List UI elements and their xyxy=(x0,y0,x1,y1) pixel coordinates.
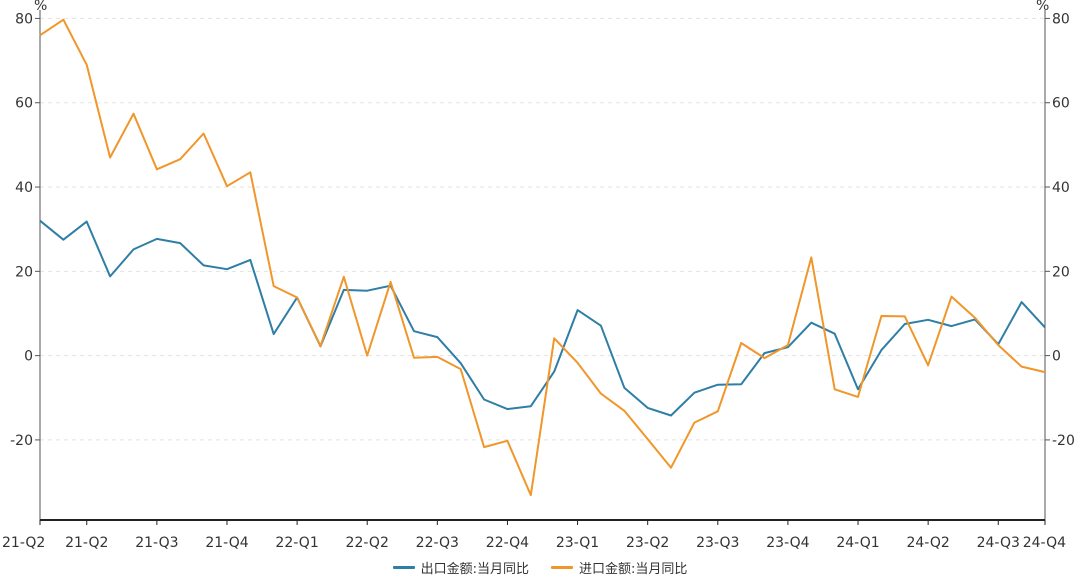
x-tick-label: 24-Q4 xyxy=(1023,535,1066,551)
y-tick-label-right: 20 xyxy=(1052,264,1070,280)
x-tick-label: 21-Q4 xyxy=(205,535,248,551)
legend-swatch-import xyxy=(551,566,573,569)
x-tick-label: 22-Q4 xyxy=(486,535,529,551)
legend-label-import: 进口金额:当月同比 xyxy=(579,562,688,577)
y-unit-label-right: % xyxy=(1036,0,1049,14)
x-tick-label: 22-Q1 xyxy=(275,535,318,551)
x-tick-label: 23-Q1 xyxy=(556,535,599,551)
x-tick-label: 22-Q2 xyxy=(346,535,389,551)
x-tick-label: 21-Q2 xyxy=(2,535,45,551)
legend-label-export: 出口金额:当月同比 xyxy=(420,562,529,577)
y-tick-label-right: 40 xyxy=(1052,180,1070,196)
y-tick-label-right: -20 xyxy=(1052,433,1075,449)
x-tick-label: 22-Q3 xyxy=(416,535,459,551)
axes: -20 -20 0 0 20 20 40 40 60 60 80 80% % 21-Q2 21-Q2 21-Q… xyxy=(2,0,1075,551)
y-tick-label-left: 20 xyxy=(15,264,33,280)
series-line-import xyxy=(39,18,1046,497)
legend-item-import[interactable]: 进口金额:当月同比 xyxy=(551,558,687,577)
y-tick-label-left: 0 xyxy=(24,349,33,365)
x-tick-label: 23-Q3 xyxy=(696,535,739,551)
x-tick-label: 23-Q2 xyxy=(626,535,669,551)
series-lines xyxy=(39,18,1046,497)
line-chart-svg: -20 -20 0 0 20 20 40 40 60 60 80 80% % 21-Q2 21-Q2 21-Q… xyxy=(2,0,1075,551)
x-tick-label: 21-Q2 xyxy=(65,535,108,551)
x-tick-label: 24-Q2 xyxy=(906,535,949,551)
gridlines xyxy=(40,17,1045,441)
legend: 出口金额:当月同比 进口金额:当月同比 xyxy=(0,558,1080,577)
series-line-export xyxy=(39,219,1046,417)
y-tick-label-right: 0 xyxy=(1052,349,1061,365)
legend-item-export[interactable]: 出口金额:当月同比 xyxy=(392,558,529,577)
y-tick-label-left: 80 xyxy=(15,11,33,27)
y-tick-label-left: 40 xyxy=(15,180,33,196)
y-tick-label-left: 60 xyxy=(15,96,33,112)
y-tick-label-right: 60 xyxy=(1052,96,1070,112)
x-tick-label: 24-Q1 xyxy=(836,535,879,551)
x-tick-label: 21-Q3 xyxy=(135,535,178,551)
legend-swatch-export xyxy=(392,566,415,569)
x-tick-label: 24-Q3 xyxy=(977,535,1020,551)
x-tick-label: 23-Q4 xyxy=(766,535,809,551)
y-unit-label-left: % xyxy=(34,0,47,14)
y-tick-label-right: 80 xyxy=(1052,11,1070,27)
y-tick-label-left: -20 xyxy=(10,433,33,449)
